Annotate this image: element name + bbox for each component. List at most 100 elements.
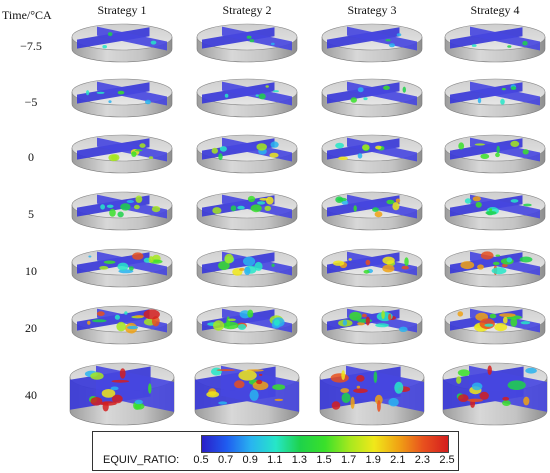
spray-patch xyxy=(111,379,130,383)
time-row-label: 20 xyxy=(25,321,37,335)
spray-patch xyxy=(148,156,154,159)
spray-patch xyxy=(495,254,501,257)
spray-patch xyxy=(272,90,279,93)
spray-patch xyxy=(353,205,357,212)
spray-patch xyxy=(338,156,348,161)
spray-patch xyxy=(119,368,126,379)
spray-patch xyxy=(493,261,500,266)
time-axis-label: Time/°CA xyxy=(2,8,52,22)
spray-patch xyxy=(126,200,134,203)
spray-patch xyxy=(456,376,462,384)
cut-plane xyxy=(347,26,417,51)
spray-patch xyxy=(272,384,286,390)
colorbar-tick-label: 1.5 xyxy=(316,454,332,466)
cut-plane xyxy=(222,81,292,106)
piston-panel xyxy=(71,305,173,345)
piston-panel xyxy=(196,305,298,345)
spray-patch xyxy=(243,256,256,266)
piston-panel xyxy=(196,134,298,174)
spray-patch xyxy=(349,311,362,321)
piston-panel xyxy=(69,362,175,426)
spray-patch xyxy=(374,211,383,218)
colorbar-tick-label: 0.9 xyxy=(242,454,258,466)
spray-patch xyxy=(274,398,284,402)
spray-patch xyxy=(212,207,222,214)
spray-patch xyxy=(252,381,269,391)
spray-patch xyxy=(211,147,218,154)
spray-patch xyxy=(335,196,344,203)
spray-patch xyxy=(134,315,145,318)
spray-patch xyxy=(404,257,409,267)
spray-patch xyxy=(522,149,529,155)
spray-patch xyxy=(506,257,513,263)
spray-patch xyxy=(489,313,497,319)
spray-patch xyxy=(401,265,409,270)
spray-patch xyxy=(357,153,363,159)
spray-patch xyxy=(457,369,470,377)
cut-plane xyxy=(97,81,167,106)
piston-panel xyxy=(444,191,546,231)
spray-patch xyxy=(227,318,236,322)
spray-patch xyxy=(372,207,379,212)
spray-patch xyxy=(382,264,395,273)
cut-plane xyxy=(97,308,167,333)
spray-patch xyxy=(219,146,227,152)
spray-patch xyxy=(487,365,492,376)
spray-patch xyxy=(519,256,533,263)
spray-patch xyxy=(117,262,129,271)
spray-patch xyxy=(510,199,519,203)
spray-patch xyxy=(99,401,117,406)
spray-patch xyxy=(151,206,161,213)
colorbar-tick-label: 0.7 xyxy=(217,454,234,466)
spray-patch xyxy=(499,313,516,317)
spray-patch xyxy=(270,141,279,148)
simulation-panel-grid xyxy=(69,23,548,426)
spray-patch xyxy=(522,40,528,46)
spray-patch xyxy=(375,323,389,328)
spray-patch xyxy=(502,400,511,406)
time-row-label: 40 xyxy=(25,388,37,402)
spray-patch xyxy=(501,87,506,91)
spray-patch xyxy=(362,144,370,151)
spray-patch xyxy=(237,324,247,330)
spray-patch xyxy=(143,309,160,320)
spray-patch xyxy=(120,203,131,211)
spray-patch xyxy=(495,152,500,158)
spray-patch xyxy=(475,201,482,208)
spray-patch xyxy=(460,261,475,270)
spray-patch xyxy=(87,320,91,325)
spray-patch xyxy=(259,373,263,376)
spray-patch xyxy=(148,383,152,394)
spray-patch xyxy=(135,195,143,203)
spray-patch xyxy=(249,389,259,401)
spray-patch xyxy=(254,261,263,271)
spray-patch xyxy=(502,396,510,401)
spray-patch xyxy=(100,204,105,210)
spray-patch xyxy=(399,326,408,332)
spray-patch xyxy=(386,199,395,205)
spray-patch xyxy=(480,251,494,260)
spray-patch xyxy=(388,397,399,407)
time-row-label: 5 xyxy=(28,207,34,221)
spray-patch xyxy=(259,198,269,201)
spray-patch xyxy=(90,397,103,406)
piston-panel xyxy=(321,248,423,288)
piston-panel xyxy=(194,362,300,426)
spray-patch xyxy=(402,86,406,93)
spray-patch xyxy=(264,205,272,211)
spray-patch xyxy=(271,263,275,267)
colorbar-tick-label: 1.3 xyxy=(291,454,308,466)
spray-patch xyxy=(491,267,507,275)
piston-panel xyxy=(196,78,298,118)
spray-patch xyxy=(110,386,119,391)
spray-patch xyxy=(257,201,266,205)
colorbar-gradient xyxy=(201,435,449,453)
piston-panel xyxy=(321,305,423,345)
spray-patch xyxy=(458,142,465,150)
colorbar-tick-label: 1.1 xyxy=(267,454,283,466)
spray-patch xyxy=(211,367,222,376)
spray-patch xyxy=(99,266,109,270)
spray-patch xyxy=(150,40,157,45)
spray-patch xyxy=(381,310,385,320)
spray-patch xyxy=(341,200,349,205)
